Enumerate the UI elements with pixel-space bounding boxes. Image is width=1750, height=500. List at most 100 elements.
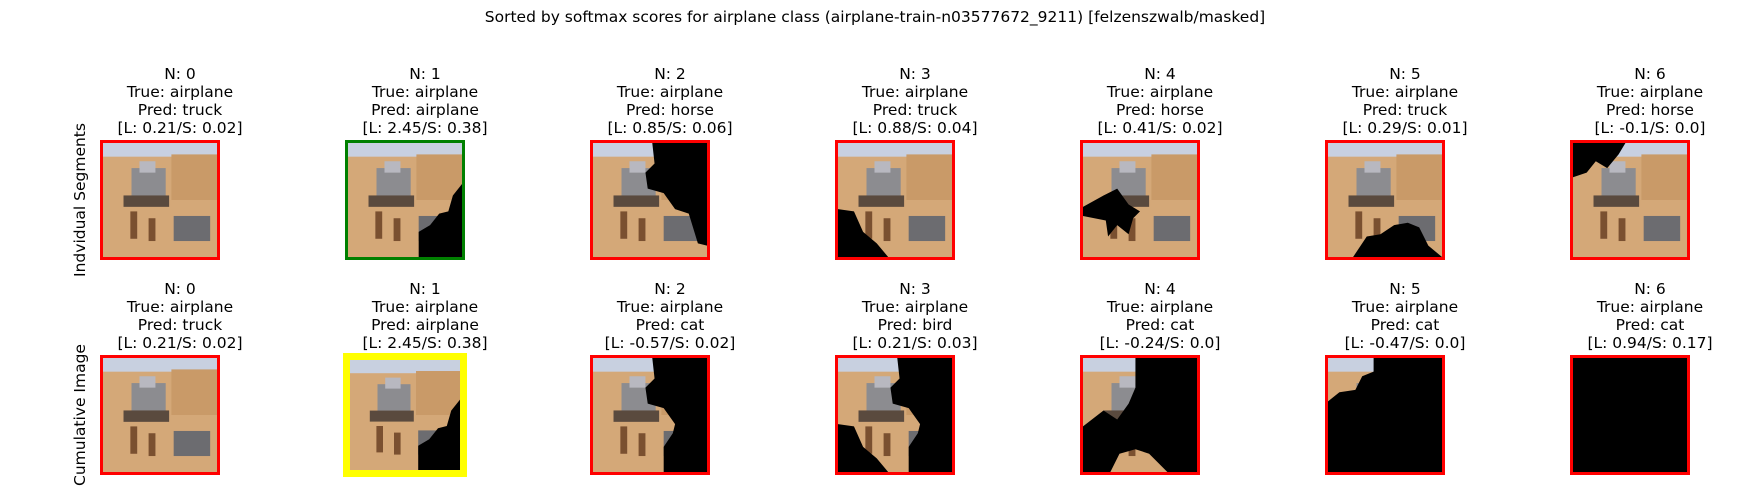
segment-thumbnail: [835, 355, 955, 475]
panel-scores-label: [L: 0.85/S: 0.06]: [607, 119, 733, 137]
segment-image: [593, 358, 707, 472]
panel-n-label: N: 6: [1634, 65, 1666, 83]
panel-true-label: True: airplane: [371, 298, 479, 316]
panel-title: N: 4 True: airplane Pred: horse [L: 0.41/S:…: [1060, 65, 1260, 137]
panel-scores-label: [L: -0.24/S: 0.0]: [1099, 334, 1221, 352]
panel-title: N: 2 True: airplane Pred: cat [L: -0.57/S: …: [570, 280, 770, 352]
panel-pred-label: Pred: bird: [877, 316, 953, 334]
panel-pred-label: Pred: truck: [137, 316, 223, 334]
panel-n-label: N: 1: [409, 280, 441, 298]
segment-thumbnail: [345, 140, 465, 260]
segment-thumbnail: [100, 355, 220, 475]
panel-pred-label: Pred: cat: [635, 316, 705, 334]
segment-image: [838, 143, 952, 257]
segment-thumbnail: [835, 140, 955, 260]
panel-pred-label: Pred: truck: [137, 101, 223, 119]
panel-n-label: N: 5: [1389, 65, 1421, 83]
segment-thumbnail: [100, 140, 220, 260]
panel-pred-label: Pred: cat: [1125, 316, 1195, 334]
segment-image: [1328, 358, 1442, 472]
panel-scores-label: [L: -0.47/S: 0.0]: [1344, 334, 1466, 352]
segment-thumbnail: [1080, 355, 1200, 475]
segment-thumbnail: [1325, 355, 1445, 475]
panel-n-label: N: 5: [1389, 280, 1421, 298]
segment-image: [1573, 358, 1687, 472]
panel-pred-label: Pred: airplane: [371, 316, 479, 334]
segment-thumbnail: [590, 140, 710, 260]
panel-title: N: 0 True: airplane Pred: truck [L: 0.21/S:…: [80, 65, 280, 137]
image-panel: N: 6 True: airplane Pred: horse [L: -0.1/S:…: [1570, 65, 1730, 137]
segment-image: [103, 143, 217, 257]
panel-pred-label: Pred: horse: [1606, 101, 1694, 119]
panel-n-label: N: 0: [164, 65, 196, 83]
panel-scores-label: [L: -0.1/S: 0.0]: [1594, 119, 1706, 137]
figure-title: Sorted by softmax scores for airplane cl…: [484, 8, 1266, 26]
panel-scores-label: [L: 0.21/S: 0.03]: [852, 334, 978, 352]
segment-image: [593, 143, 707, 257]
panel-title: N: 1 True: airplane Pred: airplane [L: 2.45…: [325, 65, 525, 137]
segment-thumbnail: [1325, 140, 1445, 260]
panel-true-label: True: airplane: [1596, 83, 1704, 101]
panel-title: N: 5 True: airplane Pred: cat [L: -0.47/S: …: [1305, 280, 1505, 352]
segment-image: [350, 360, 460, 470]
segment-thumbnail: [590, 355, 710, 475]
panel-n-label: N: 3: [899, 280, 931, 298]
panel-true-label: True: airplane: [1351, 83, 1459, 101]
image-panel: N: 1 True: airplane Pred: airplane [L: 2.45…: [345, 65, 505, 137]
panel-title: N: 2 True: airplane Pred: horse [L: 0.85/S:…: [570, 65, 770, 137]
segment-image: [348, 143, 462, 257]
panel-true-label: True: airplane: [371, 83, 479, 101]
panel-scores-label: [L: 0.88/S: 0.04]: [852, 119, 978, 137]
panel-pred-label: Pred: horse: [1116, 101, 1204, 119]
panel-n-label: N: 2: [654, 65, 686, 83]
panel-scores-label: [L: -0.57/S: 0.02]: [604, 334, 736, 352]
panel-n-label: N: 2: [654, 280, 686, 298]
segment-image: [1083, 358, 1197, 472]
panel-n-label: N: 3: [899, 65, 931, 83]
image-panel: N: 3 True: airplane Pred: bird [L: 0.21/S: …: [835, 280, 995, 352]
panel-pred-label: Pred: cat: [1370, 316, 1440, 334]
panel-n-label: N: 1: [409, 65, 441, 83]
panel-scores-label: [L: 0.41/S: 0.02]: [1097, 119, 1223, 137]
panel-pred-label: Pred: cat: [1615, 316, 1685, 334]
image-panel: N: 3 True: airplane Pred: truck [L: 0.88/S:…: [835, 65, 995, 137]
panel-title: N: 1 True: airplane Pred: airplane [L: 2.45…: [325, 280, 525, 352]
panel-n-label: N: 0: [164, 280, 196, 298]
panel-true-label: True: airplane: [1596, 298, 1704, 316]
panel-title: N: 6 True: airplane Pred: horse [L: -0.1/S:…: [1550, 65, 1750, 137]
panel-title: N: 0 True: airplane Pred: truck [L: 0.21/S:…: [80, 280, 280, 352]
image-panel: N: 0 True: airplane Pred: truck [L: 0.21/S:…: [100, 65, 260, 137]
row-label: Indvidual Segments: [71, 123, 89, 277]
panel-n-label: N: 6: [1634, 280, 1666, 298]
panel-scores-label: [L: 0.21/S: 0.02]: [117, 119, 243, 137]
segment-thumbnail: [343, 353, 467, 477]
image-panel: N: 4 True: airplane Pred: horse [L: 0.41/S:…: [1080, 65, 1240, 137]
segment-image: [838, 358, 952, 472]
panel-scores-label: [L: 0.29/S: 0.01]: [1342, 119, 1468, 137]
panel-true-label: True: airplane: [1106, 298, 1214, 316]
panel-scores-label: [L: 2.45/S: 0.38]: [362, 334, 488, 352]
segment-thumbnail: [1570, 355, 1690, 475]
panel-true-label: True: airplane: [616, 83, 724, 101]
panel-scores-label: [L: 2.45/S: 0.38]: [362, 119, 488, 137]
panel-title: N: 5 True: airplane Pred: truck [L: 0.29/S:…: [1305, 65, 1505, 137]
segment-image: [1573, 143, 1687, 257]
panel-scores-label: [L: 0.21/S: 0.02]: [117, 334, 243, 352]
panel-true-label: True: airplane: [616, 298, 724, 316]
panel-n-label: N: 4: [1144, 65, 1176, 83]
panel-pred-label: Pred: airplane: [371, 101, 479, 119]
image-panel: N: 6 True: airplane Pred: cat [L: 0.94/S: 0…: [1570, 280, 1730, 352]
image-panel: N: 2 True: airplane Pred: horse [L: 0.85/S:…: [590, 65, 750, 137]
panel-title: N: 6 True: airplane Pred: cat [L: 0.94/S: 0…: [1550, 280, 1750, 352]
panel-true-label: True: airplane: [126, 83, 234, 101]
panel-title: N: 3 True: airplane Pred: truck [L: 0.88/S:…: [815, 65, 1015, 137]
row-label: Cumulative Image: [71, 344, 89, 486]
panel-title: N: 4 True: airplane Pred: cat [L: -0.24/S: …: [1060, 280, 1260, 352]
panel-title: N: 3 True: airplane Pred: bird [L: 0.21/S: …: [815, 280, 1015, 352]
panel-pred-label: Pred: horse: [626, 101, 714, 119]
segment-thumbnail: [1570, 140, 1690, 260]
panel-true-label: True: airplane: [1106, 83, 1214, 101]
image-panel: N: 1 True: airplane Pred: airplane [L: 2.45…: [345, 280, 505, 352]
segment-image: [1328, 143, 1442, 257]
panel-true-label: True: airplane: [861, 298, 969, 316]
